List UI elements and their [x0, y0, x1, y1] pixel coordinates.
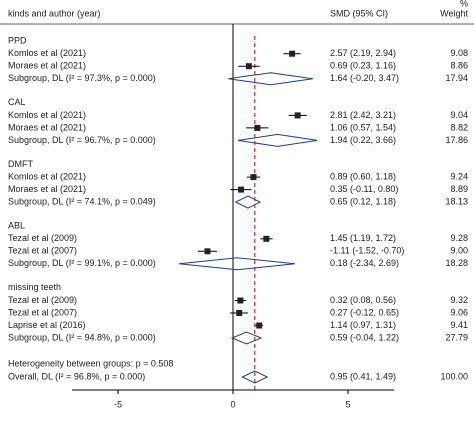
weight-label: 9.04	[450, 110, 468, 120]
ci-label: 0.95 (0.41, 1.49)	[330, 371, 396, 381]
weight-label: 18.28	[445, 258, 468, 268]
row-label: Moraes et al (2021)	[8, 184, 86, 194]
row-label: Komlos et al (2021)	[8, 110, 86, 120]
ci-label: 0.27 (-0.12, 0.65)	[330, 307, 399, 317]
row-label: Tezal et al (2007)	[8, 307, 77, 317]
weight-label: 100.00	[440, 371, 468, 381]
point-box	[256, 322, 263, 329]
point-box	[237, 297, 244, 304]
group-label: DMFT	[8, 159, 33, 169]
ci-label: 1.06 (0.57, 1.54)	[330, 122, 396, 132]
ci-label: 2.57 (2.19, 2.94)	[330, 48, 396, 58]
diamond	[179, 257, 295, 271]
ci-label: 0.35 (-0.11, 0.80)	[330, 184, 398, 194]
row-label: Komlos et al (2021)	[8, 48, 86, 58]
diamond	[230, 331, 263, 345]
weight-label: 8.89	[450, 184, 468, 194]
point-box	[204, 248, 211, 255]
ci-label: 0.32 (0.08, 0.56)	[330, 295, 396, 305]
row-label: Moraes et al (2021)	[8, 122, 86, 132]
ci-label: -1.11 (-1.52, -0.70)	[330, 246, 404, 256]
ci-label: 0.69 (0.23, 1.16)	[330, 61, 396, 71]
weight-label: 9.06	[450, 307, 468, 317]
ci-label: 1.64 (-0.20, 3.47)	[330, 73, 399, 83]
header-study: kinds and author (year)	[8, 8, 101, 18]
row-label: Tezal et al (2009)	[8, 233, 77, 243]
ci-label: 1.45 (1.19, 1.72)	[330, 233, 396, 243]
group-label: PPD	[8, 35, 27, 45]
header-effect: SMD (95% CI)	[330, 8, 388, 18]
point-box	[236, 310, 243, 316]
weight-label: 27.79	[445, 332, 468, 342]
weight-label: 9.00	[450, 246, 468, 256]
ci-label: 1.94 (0.22, 3.66)	[330, 135, 396, 145]
row-label: Subgroup, DL (I² = 94.8%, p = 0.000)	[8, 332, 156, 342]
row-label: Tezal et al (2007)	[8, 246, 77, 256]
point-box	[263, 235, 270, 242]
x-tick-label: -5	[114, 399, 122, 409]
weight-label: 9.24	[450, 171, 468, 181]
weight-label: 18.13	[445, 196, 468, 206]
ci-label: 1.14 (0.97, 1.31)	[330, 320, 396, 330]
weight-label: 17.94	[445, 73, 468, 83]
ci-label: 0.18 (-2.34, 2.69)	[330, 258, 399, 268]
row-label: Subgroup, DL (I² = 97.3%, p = 0.000)	[8, 73, 156, 83]
diamond	[237, 133, 318, 147]
row-label: Tezal et al (2009)	[8, 295, 77, 305]
weight-label: 17.86	[445, 135, 468, 145]
point-box	[250, 174, 257, 181]
weight-label: 8.86	[450, 61, 468, 71]
row-label: Moraes et al (2021)	[8, 61, 86, 71]
group-label: ABL	[8, 220, 25, 230]
row-label: Komlos et al (2021)	[8, 171, 86, 181]
x-tick-label: 5	[345, 399, 350, 409]
weight-label: 9.32	[450, 295, 468, 305]
weight-label: 8.82	[450, 122, 468, 132]
row-label: Subgroup, DL (I² = 99.1%, p = 0.000)	[8, 258, 156, 268]
point-box	[254, 124, 261, 131]
row-label: Laprise et al (2016)	[8, 320, 86, 330]
x-tick-label: 0	[230, 399, 235, 409]
point-box	[238, 186, 245, 193]
diamond	[228, 72, 313, 86]
diamond	[241, 370, 269, 384]
row-label: Subgroup, DL (I² = 96.7%, p = 0.000)	[8, 135, 156, 145]
weight-label: 9.28	[450, 233, 468, 243]
ci-label: 0.89 (0.60, 1.18)	[330, 171, 396, 181]
point-box	[245, 63, 252, 70]
ci-label: 0.65 (0.12, 1.18)	[330, 196, 396, 206]
point-box	[289, 50, 296, 57]
ci-label: 0.59 (-0.04, 1.22)	[330, 332, 399, 342]
point-box	[294, 112, 301, 119]
heterogeneity: Heterogeneity between groups: p = 0.508	[8, 358, 173, 368]
row-label: Overall, DL (I² = 96.8%, p = 0.000)	[8, 371, 145, 381]
row-label: Subgroup, DL (I² = 74.1%, p = 0.049)	[8, 196, 156, 206]
weight-label: 9.41	[450, 320, 468, 330]
header-weight-unit: %	[460, 0, 468, 8]
group-label: missing teeth	[8, 282, 61, 292]
group-label: CAL	[8, 97, 26, 107]
diamond	[234, 195, 262, 209]
weight-label: 9.08	[450, 48, 468, 58]
ci-label: 2.81 (2.42, 3.21)	[330, 110, 396, 120]
header-weight: Weight	[440, 8, 468, 18]
